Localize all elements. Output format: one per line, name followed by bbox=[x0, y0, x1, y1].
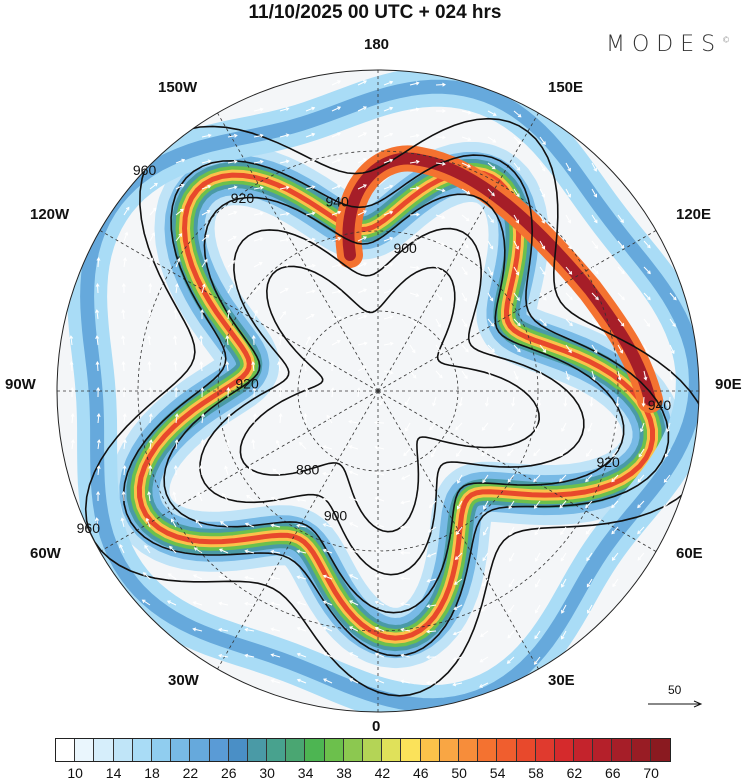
colorbar-box bbox=[267, 739, 286, 761]
colorbar-box bbox=[574, 739, 593, 761]
contour-label: 880 bbox=[296, 462, 320, 478]
lon-label-30w: 30W bbox=[168, 672, 199, 689]
colorbar-label: 38 bbox=[336, 765, 352, 781]
colorbar-box bbox=[517, 739, 536, 761]
reference-vector-label: 50 bbox=[668, 683, 681, 697]
colorbar-box bbox=[248, 739, 267, 761]
colorbar-box bbox=[190, 739, 209, 761]
lon-label-90w: 90W bbox=[5, 376, 36, 393]
contour-label: 920 bbox=[596, 454, 620, 470]
colorbar-label: 10 bbox=[67, 765, 83, 781]
colorbar-box bbox=[75, 739, 94, 761]
colorbar-box bbox=[325, 739, 344, 761]
colorbar-box bbox=[555, 739, 574, 761]
lon-label-120e: 120E bbox=[676, 206, 711, 223]
colorbar-box bbox=[632, 739, 651, 761]
colorbar-box bbox=[363, 739, 382, 761]
colorbar-label: 26 bbox=[221, 765, 237, 781]
colorbar-box bbox=[401, 739, 420, 761]
colorbar-box bbox=[94, 739, 113, 761]
colorbar-box bbox=[459, 739, 478, 761]
lon-label-60e: 60E bbox=[676, 545, 703, 562]
contour-label: 920 bbox=[235, 375, 259, 391]
colorbar-box bbox=[114, 739, 133, 761]
contour-label: 900 bbox=[393, 240, 417, 256]
colorbar-label: 50 bbox=[451, 765, 467, 781]
colorbar-labels: 10 14 18 22 26 30 34 38 42 46 50 54 58 62 66 70 bbox=[0, 765, 750, 783]
colorbar-label: 14 bbox=[106, 765, 122, 781]
lon-label-30e: 30E bbox=[548, 672, 575, 689]
colorbar-box bbox=[56, 739, 75, 761]
colorbar-box bbox=[440, 739, 459, 761]
colorbar-box bbox=[497, 739, 516, 761]
colorbar-box bbox=[478, 739, 497, 761]
colorbar-label: 46 bbox=[413, 765, 429, 781]
colorbar-label: 22 bbox=[183, 765, 199, 781]
colorbar-box bbox=[152, 739, 171, 761]
colorbar-box bbox=[593, 739, 612, 761]
colorbar-box bbox=[133, 739, 152, 761]
colorbar-box bbox=[421, 739, 440, 761]
colorbar-label: 70 bbox=[643, 765, 659, 781]
colorbar-label: 42 bbox=[375, 765, 391, 781]
colorbar-box bbox=[536, 739, 555, 761]
colorbar-box bbox=[612, 739, 631, 761]
colorbar bbox=[55, 738, 671, 762]
colorbar-box bbox=[651, 739, 670, 761]
lon-label-60w: 60W bbox=[30, 545, 61, 562]
colorbar-box bbox=[382, 739, 401, 761]
colorbar-box bbox=[210, 739, 229, 761]
colorbar-label: 62 bbox=[567, 765, 583, 781]
contour-label: 940 bbox=[325, 194, 349, 210]
colorbar-box bbox=[344, 739, 363, 761]
contour-label: 920 bbox=[231, 190, 255, 206]
colorbar-box bbox=[171, 739, 190, 761]
colorbar-label: 30 bbox=[259, 765, 275, 781]
colorbar-label: 54 bbox=[490, 765, 506, 781]
colorbar-box bbox=[305, 739, 324, 761]
colorbar-label: 58 bbox=[528, 765, 544, 781]
lon-label-0: 0 bbox=[372, 718, 380, 735]
colorbar-box bbox=[286, 739, 305, 761]
lon-label-180: 180 bbox=[364, 36, 389, 53]
lon-label-90e: 90E bbox=[715, 376, 742, 393]
colorbar-box bbox=[229, 739, 248, 761]
lon-label-150e: 150E bbox=[548, 79, 583, 96]
colorbar-label: 66 bbox=[605, 765, 621, 781]
contour-label: 960 bbox=[77, 520, 101, 536]
colorbar-label: 18 bbox=[144, 765, 160, 781]
contour-label: 960 bbox=[133, 162, 157, 178]
contour-label: 940 bbox=[648, 397, 672, 413]
colorbar-label: 34 bbox=[298, 765, 314, 781]
contour-label: 900 bbox=[324, 507, 348, 523]
lon-label-150w: 150W bbox=[158, 79, 197, 96]
lon-label-120w: 120W bbox=[30, 206, 69, 223]
